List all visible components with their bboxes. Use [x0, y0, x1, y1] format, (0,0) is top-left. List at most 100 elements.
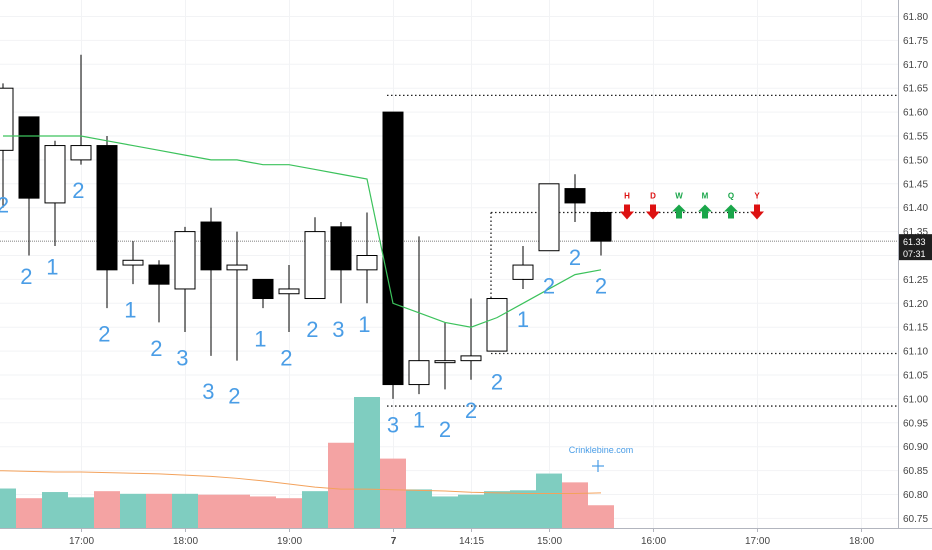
bar-count-label: 1 — [358, 312, 370, 337]
candle-body-up — [408, 360, 430, 386]
bar-count-label: 3 — [202, 379, 214, 404]
volume-bar — [224, 494, 250, 529]
candle-body-up — [460, 355, 482, 362]
volume-bar — [120, 493, 146, 529]
volume-bars — [0, 397, 614, 529]
arrow-up-icon — [672, 204, 686, 219]
period-label: H — [624, 191, 630, 200]
time-tick-label: 16:00 — [641, 536, 666, 547]
bar-count-label: 3 — [332, 317, 344, 342]
volume-bar — [250, 496, 276, 529]
price-tick-label: 61.25 — [903, 275, 928, 286]
candle-body-up — [174, 231, 196, 290]
time-axis[interactable]: 17:00 18:00 19:00 7 14:15 15:00 16:00 17:00 18:0… — [0, 528, 932, 550]
volume-bar — [588, 505, 614, 529]
price-tick-label: 60.95 — [903, 418, 928, 429]
candle-body-down — [382, 111, 404, 386]
volume-bar — [484, 491, 510, 529]
time-tick-label: 7 — [391, 536, 397, 547]
bar-count-label: 2 — [543, 274, 555, 299]
bar-count-label: 2 — [0, 192, 9, 217]
price-tick-label: 60.90 — [903, 442, 928, 453]
candle-body-down — [18, 116, 40, 199]
time-tick-label: 17:00 — [69, 536, 94, 547]
bar-count-label: 2 — [595, 274, 607, 299]
candle-body-up — [512, 264, 534, 280]
volume-bar — [16, 498, 42, 529]
bar-count-label: 1 — [517, 307, 529, 332]
volume-bar — [302, 491, 328, 529]
volume-bar — [146, 493, 172, 529]
price-tick-label: 61.10 — [903, 347, 928, 358]
price-tick-label: 61.75 — [903, 36, 928, 47]
price-tick-label: 60.75 — [903, 514, 928, 525]
bar-count-label: 2 — [150, 336, 162, 361]
axis-corner — [899, 529, 932, 550]
arrow-down-icon — [646, 204, 660, 220]
arrow-down-icon — [620, 204, 634, 220]
bar-count-label: 2 — [228, 384, 240, 409]
price-tick-label: 61.50 — [903, 155, 928, 166]
price-tick-label: 61.20 — [903, 299, 928, 310]
price-tick-label: 61.60 — [903, 108, 928, 119]
volume-bar — [354, 397, 380, 529]
volume-bar — [432, 496, 458, 529]
time-axis-bg — [0, 528, 932, 550]
price-axis-bg — [898, 0, 932, 550]
period-label: Y — [754, 191, 760, 200]
candle-body-up — [70, 145, 92, 161]
bar-count-label: 3 — [176, 345, 188, 370]
time-tick-label: 19:00 — [277, 536, 302, 547]
candles — [0, 54, 612, 399]
volume-bar — [276, 498, 302, 529]
volume-bar — [94, 491, 120, 529]
volume-bar — [562, 482, 588, 529]
candle-body-up — [278, 288, 300, 295]
candle-body-up — [434, 360, 456, 364]
candle-body-up — [226, 264, 248, 271]
candle-body-up — [356, 255, 378, 271]
bar-count-label: 2 — [280, 345, 292, 370]
price-tick-label: 61.55 — [903, 132, 928, 143]
price-tick-label: 61.70 — [903, 60, 928, 71]
price-tick-label: 61.40 — [903, 203, 928, 214]
bar-count-label: 2 — [20, 264, 32, 289]
period-label: M — [702, 191, 709, 200]
time-tick-label: 17:00 — [745, 536, 770, 547]
price-tick-label: 61.45 — [903, 179, 928, 190]
volume-bar — [458, 494, 484, 529]
volume-bar — [172, 493, 198, 529]
time-tick-label: 15:00 — [537, 536, 562, 547]
watermark: Crinklebine.com — [569, 445, 634, 472]
candle-body-up — [122, 259, 144, 266]
price-axis[interactable]: 61.80 61.75 61.70 61.65 61.60 61.55 61.50 61.45… — [898, 0, 932, 550]
bar-count-label: 1 — [46, 255, 58, 280]
bar-count-label: 1 — [413, 408, 425, 433]
bar-count-label: 1 — [254, 326, 266, 351]
ema-path — [3, 135, 602, 328]
last-price-countdown: 07:31 — [903, 249, 926, 259]
watermark-text: Crinklebine.com — [569, 445, 634, 455]
period-label: W — [675, 191, 683, 200]
candle-body-up — [304, 231, 326, 300]
volume-bar — [380, 458, 406, 529]
bar-count-label: 2 — [465, 398, 477, 423]
candle-body-down — [96, 145, 118, 271]
price-tick-label: 61.15 — [903, 323, 928, 334]
arrow-down-icon — [750, 204, 764, 220]
candle-body-down — [200, 221, 222, 271]
period-label: Q — [728, 191, 734, 200]
bar-count-label: 2 — [439, 417, 451, 442]
candle-body-down — [330, 226, 352, 271]
last-price-badge — [899, 234, 932, 261]
bar-count-label: 2 — [491, 369, 503, 394]
price-tick-label: 61.80 — [903, 12, 928, 23]
candle-body-down — [564, 188, 586, 204]
volume-bar — [0, 488, 16, 529]
price-tick-label: 61.00 — [903, 394, 928, 405]
price-tick-label: 61.05 — [903, 371, 928, 382]
time-tick-label: 14:15 — [459, 536, 484, 547]
last-price-value: 61.33 — [903, 237, 926, 247]
